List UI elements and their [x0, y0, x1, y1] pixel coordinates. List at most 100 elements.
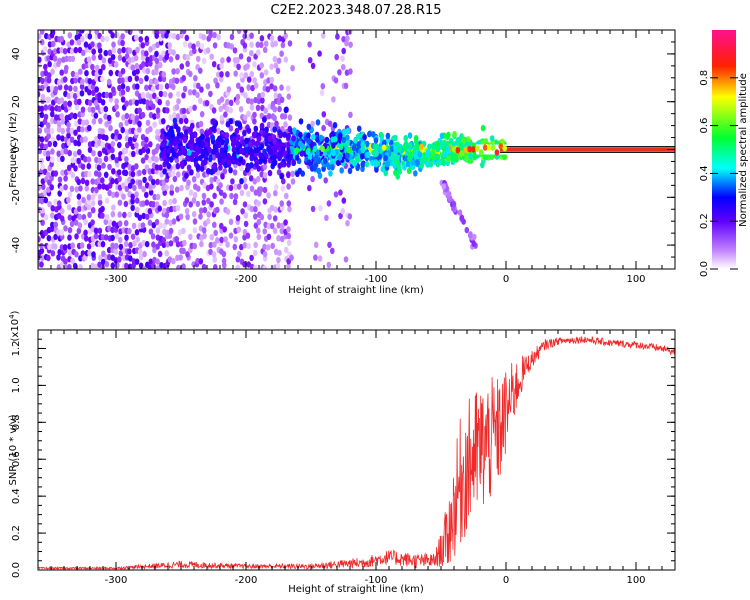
spectrogram-cell	[262, 46, 268, 54]
spectrogram-cell	[189, 169, 194, 176]
spectrogram-cell	[345, 140, 350, 147]
spectrogram-cell	[50, 221, 55, 229]
spectrogram-cell	[253, 241, 258, 249]
spectrogram-cell	[53, 85, 59, 93]
spectrogram-cell	[148, 141, 153, 148]
spectrogram-cell	[176, 171, 181, 178]
spectrogram-cell	[201, 227, 207, 234]
spectrogram-cell	[263, 40, 269, 47]
spectrogram-cell	[117, 256, 122, 263]
spectrogram-cell	[185, 60, 190, 67]
colorbar-gradient	[712, 30, 736, 269]
spectrogram-cell	[60, 155, 65, 162]
spectrogram-cell	[174, 236, 179, 243]
spectrogram-cell	[287, 158, 292, 165]
spectrogram-cell	[80, 163, 86, 170]
spectrogram-cell	[130, 171, 136, 178]
spectrogram-cell	[235, 214, 241, 222]
spectrogram-cell	[239, 243, 244, 251]
spectrogram-cell	[450, 155, 456, 162]
spectrogram-cell	[280, 185, 286, 192]
spectrogram-cell	[449, 138, 454, 145]
spectrogram-cell	[321, 111, 327, 118]
spectrogram-cell	[140, 42, 146, 49]
spectrogram-cell	[182, 41, 188, 48]
spectrogram-cell	[467, 232, 473, 239]
spectrogram-cell	[287, 205, 292, 213]
spectrogram-cell	[79, 242, 85, 249]
spectrogram-cell	[286, 232, 292, 240]
spectrogram-cell	[79, 83, 85, 90]
spectrogram-cell	[435, 153, 441, 161]
spectrogram-cell	[459, 150, 465, 157]
spectrogram-cell	[90, 178, 95, 185]
spectrogram-cell	[67, 234, 72, 241]
spectrogram-cell	[135, 236, 140, 243]
figure-title: C2E2.2023.348.07.28.R15	[270, 3, 441, 18]
spectrogram-cell	[482, 144, 488, 151]
spectrogram-cell	[243, 72, 249, 79]
spectrogram-cell	[91, 150, 96, 157]
spectrogram-cell	[202, 182, 207, 189]
spectrogram-cell	[171, 151, 177, 158]
spectrogram-cell	[235, 264, 241, 269]
spectrogram-cell	[137, 107, 142, 114]
spectrogram-cell	[46, 235, 52, 242]
colorbar-tick-label: 0.2	[699, 213, 710, 229]
spectrogram-cell	[120, 89, 126, 96]
spectrogram-cell	[266, 222, 272, 230]
spectrogram-cell	[94, 75, 99, 82]
spectrogram-cell	[272, 85, 278, 92]
spectrogram-cell	[39, 198, 45, 205]
spectrogram-cell	[209, 234, 215, 241]
spectrogram-cell	[262, 186, 268, 194]
spectrogram-cell	[228, 107, 234, 114]
spectrogram-cell	[242, 201, 248, 208]
spectrogram-cell	[169, 125, 174, 132]
spectrogram-cell	[168, 56, 174, 63]
spectrogram-cell	[168, 227, 174, 235]
spectrogram-cell	[117, 211, 122, 218]
spectrogram-cell	[134, 229, 140, 236]
spectrogram-cell	[248, 141, 253, 148]
spectrogram-cell	[124, 185, 130, 192]
spectrogram-cell	[43, 143, 48, 150]
spectrogram-cell	[199, 128, 205, 135]
spectrogram-cell	[371, 149, 377, 156]
spectrogram-cell	[137, 120, 142, 128]
spectrogram-cell	[98, 68, 103, 76]
spectrogram-cell	[171, 49, 176, 56]
spectrogram-cell	[59, 113, 64, 120]
spectrogram-cell	[138, 253, 144, 261]
spectrogram-cell	[435, 146, 441, 153]
spectrogram-cell	[181, 247, 186, 255]
spectrogram-cell	[69, 136, 75, 143]
spectrogram-cell	[175, 254, 180, 261]
spectrogram-cell	[330, 247, 335, 254]
spectrogram-cell	[103, 234, 109, 241]
spectrogram-cell	[201, 34, 206, 41]
spectrogram-cell	[268, 147, 273, 155]
spectrogram-cell	[104, 197, 110, 204]
spectrogram-cell	[69, 220, 75, 228]
spectrogram-cell	[50, 68, 55, 75]
spectrogram-cell	[120, 33, 125, 40]
spectrogram-cell	[191, 197, 197, 204]
spectrogram-cell	[158, 83, 164, 91]
spectrogram-cell	[255, 146, 261, 153]
spectrogram-cell	[179, 184, 184, 192]
spectrogram-cell	[39, 242, 44, 250]
spectrogram-cell	[331, 149, 336, 157]
colorbar-tick-label: 0.4	[699, 165, 710, 181]
spectrogram-cell	[286, 171, 291, 179]
spectrogram-cell	[502, 153, 507, 160]
spectrogram-cell	[148, 126, 153, 133]
spectrogram-cell	[184, 34, 190, 42]
spectrogram-cell	[279, 173, 284, 180]
spectrogram-cell	[335, 159, 341, 167]
spectrogram-cell	[123, 147, 129, 154]
spectrogram-cell	[223, 236, 228, 243]
spectrogram-cell	[145, 119, 151, 127]
spectrogram-cell	[168, 156, 174, 163]
spectrogram-cell	[106, 114, 112, 122]
